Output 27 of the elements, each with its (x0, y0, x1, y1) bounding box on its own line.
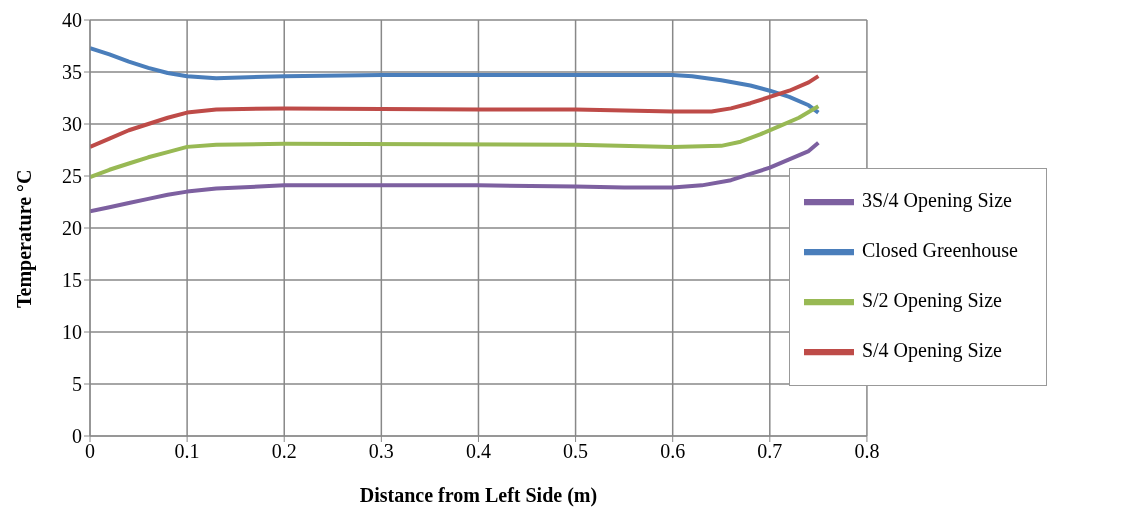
x-axis-title: Distance from Left Side (m) (359, 484, 598, 507)
line-series (90, 104, 821, 180)
x-tick-label: 0.4 (465, 440, 491, 463)
line-series (90, 46, 821, 115)
legend-label: S/4 Opening Size (861, 338, 1002, 361)
line-series (90, 74, 821, 149)
x-tick-label: 0.3 (368, 440, 394, 463)
legend-label: 3S/4 Opening Size (861, 188, 1012, 211)
y-tick-label: 25 (62, 165, 82, 188)
legend-label: Closed Greenhouse (861, 238, 1018, 261)
x-tick-label: 0.1 (174, 440, 200, 463)
y-tick-label: 10 (62, 321, 82, 344)
y-tick-label: 5 (72, 373, 82, 396)
x-tick-label: 0.6 (660, 440, 686, 463)
x-tick-label: 0.5 (563, 440, 589, 463)
x-tick-label: 0.2 (271, 440, 297, 463)
y-tick-label: 35 (62, 61, 82, 84)
y-tick-label: 40 (62, 9, 82, 32)
y-tick-label: 20 (62, 217, 82, 240)
y-tick-label: 0 (72, 425, 82, 448)
y-axis-title: Temperature °C (13, 169, 37, 308)
legend-label: S/2 Opening Size (861, 288, 1002, 311)
x-tick-label: 0.7 (757, 440, 783, 463)
y-tick-label: 15 (62, 269, 82, 292)
line-series (90, 140, 821, 214)
x-tick-label: 0.8 (854, 440, 880, 463)
y-tick-label: 30 (62, 113, 82, 136)
